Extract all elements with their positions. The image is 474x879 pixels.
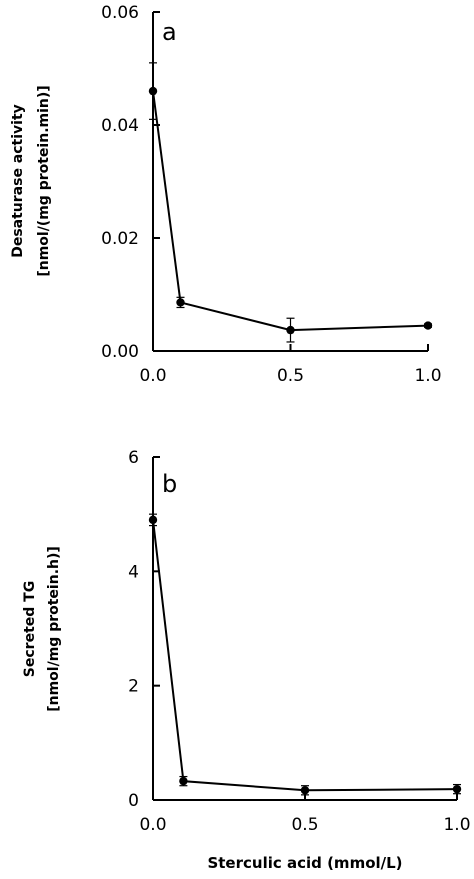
x-tick-label: 0.5	[291, 815, 318, 835]
series-line	[152, 519, 458, 792]
x-tick-label: 1.0	[443, 815, 470, 835]
x-tick-label: 0.5	[277, 366, 304, 386]
series-line	[152, 90, 429, 332]
panel-a: 0.00 0.02 0.04 0.06 0.0 0.5 1.0 Desaturase acti…	[10, 3, 442, 386]
x-axis-title: Sterculic acid (mmol/L)	[207, 854, 402, 872]
x-tick-label: 0.0	[139, 366, 166, 386]
y-axis-units: [nmol/mg protein.h)]	[46, 546, 62, 712]
data-point	[179, 776, 188, 786]
panel-label: b	[162, 470, 177, 498]
y-tick-label: 0.04	[101, 116, 139, 136]
y-axis-units: [nmol/(mg protein.min)]	[36, 85, 52, 276]
y-axis-title: Secreted TG	[22, 581, 38, 677]
y-tick-label: 0	[128, 791, 139, 811]
y-tick-label: 0.06	[101, 3, 139, 23]
data-point	[300, 786, 310, 795]
y-tick-label: 2	[128, 677, 139, 697]
y-tick-label: 4	[128, 562, 139, 582]
data-point	[286, 325, 295, 335]
data-point	[423, 321, 433, 330]
x-tick-label: 0.0	[139, 815, 166, 835]
data-point	[148, 86, 158, 96]
y-tick-label: 0.00	[101, 342, 139, 362]
data-point	[176, 298, 185, 307]
y-axis-title: Desaturase activity	[10, 104, 26, 258]
panel-label: a	[162, 18, 177, 46]
x-tick-label: 1.0	[414, 366, 441, 386]
y-tick-label: 6	[128, 448, 139, 468]
panel-b: 0 2 4 6 0.0 0.5 1.0 Secreted TG [nmol/mg protein…	[22, 448, 471, 872]
data-point	[148, 515, 158, 525]
y-tick-label: 0.02	[101, 229, 139, 249]
data-point	[452, 784, 462, 794]
